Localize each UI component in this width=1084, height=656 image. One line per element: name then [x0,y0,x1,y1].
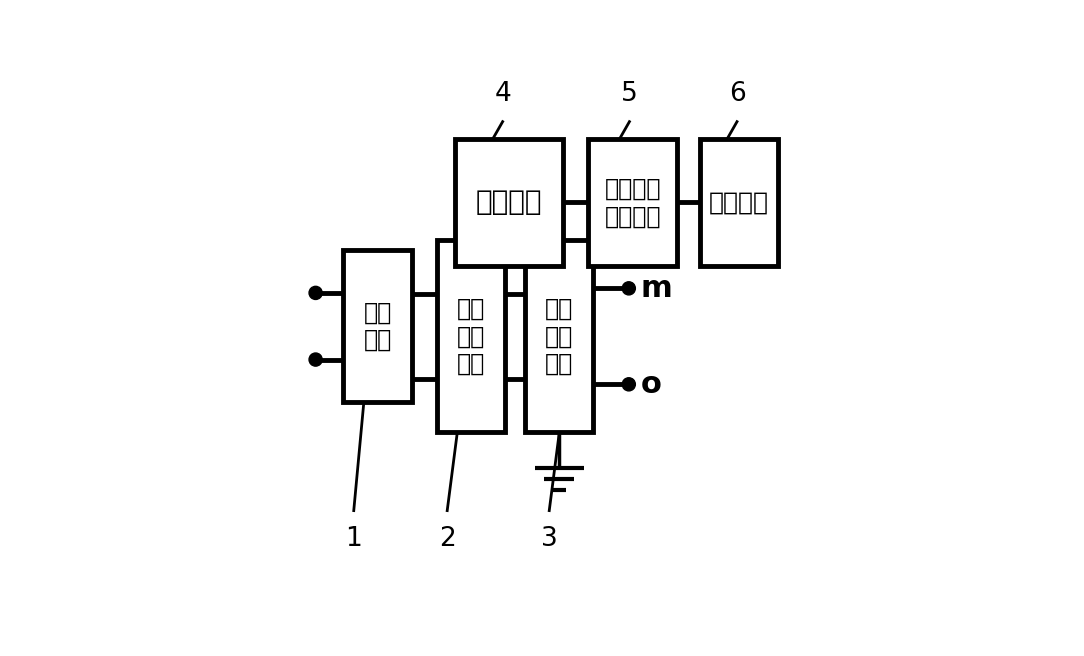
Circle shape [622,378,635,391]
Bar [699,139,778,266]
Circle shape [309,353,322,366]
Text: 5: 5 [621,81,637,106]
Text: 电源
模块: 电源 模块 [363,300,391,352]
Circle shape [622,282,635,295]
Bar [526,240,593,432]
Bar [589,139,676,266]
Text: 1: 1 [346,525,362,552]
Text: 3: 3 [541,525,557,552]
Bar [454,139,563,266]
Text: 2: 2 [439,525,455,552]
Circle shape [309,286,322,299]
Text: 电容电流
计算模块: 电容电流 计算模块 [605,176,661,228]
Text: m: m [641,274,672,303]
Text: 显示模块: 显示模块 [709,190,769,215]
Bar [437,240,505,432]
Text: 测量模块: 测量模块 [476,188,542,216]
Text: 6: 6 [728,81,746,106]
Text: 高频
电源
模块: 高频 电源 模块 [456,297,485,376]
Text: 电流
输出
模块: 电流 输出 模块 [545,297,573,376]
Text: 4: 4 [494,81,511,106]
Bar [344,251,412,402]
Text: o: o [641,370,661,399]
